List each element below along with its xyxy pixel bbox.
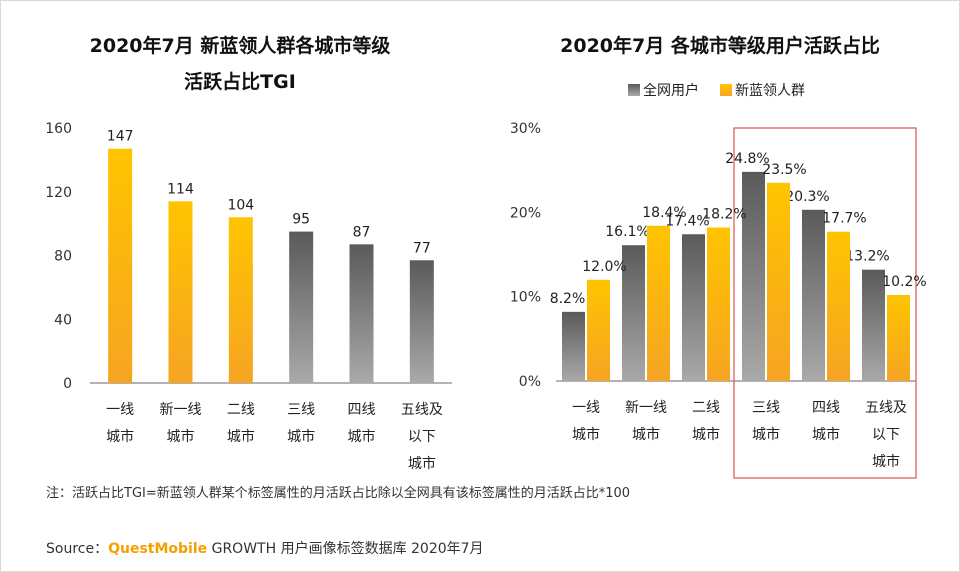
right-chart-title: 2020年7月 各城市等级用户活跃占比 <box>500 28 940 64</box>
left-x-tick-label: 二线 <box>227 402 255 418</box>
right-x-tick-label: 一线 <box>572 400 600 416</box>
left-chart-title-line2: 活跃占比TGI <box>184 71 296 93</box>
left-y-tick-label: 40 <box>54 312 72 328</box>
right-x-tick-label: 城市 <box>872 453 900 470</box>
right-x-tick-label: 新一线 <box>625 400 667 416</box>
left-y-tick-label: 0 <box>63 376 72 392</box>
right-bar-new-bluecollar <box>767 182 790 381</box>
right-x-tick-label: 城市 <box>572 426 600 443</box>
right-bar-value-label: 24.8% <box>725 151 769 167</box>
left-bar-value-label: 77 <box>413 240 431 256</box>
right-y-tick-label: 30% <box>510 121 541 137</box>
right-bar-all-users <box>682 234 705 381</box>
right-bar-value-label: 17.7% <box>822 211 866 227</box>
right-chart-svg: 0% 10% 20% 30% 8.2% 16.1% 17.4% 24.8% 20.3% 13.2%… <box>510 82 927 479</box>
legend-label: 新蓝领人群 <box>735 83 805 99</box>
left-bar-value-label: 87 <box>353 224 371 240</box>
right-bar-new-bluecollar <box>647 225 670 381</box>
right-bar-value-label: 16.1% <box>605 224 649 240</box>
left-bar <box>289 231 314 383</box>
right-x-tick-label: 城市 <box>632 426 660 443</box>
right-x-tick-label: 城市 <box>812 426 840 443</box>
right-x-tick-label: 城市 <box>692 426 720 443</box>
left-x-tick-label: 城市 <box>408 455 436 472</box>
left-chart-title: 2020年7月 新蓝领人群各城市等级 活跃占比TGI <box>40 28 440 100</box>
left-x-tick-label: 以下 <box>408 429 436 445</box>
left-x-tick-label: 三线 <box>287 402 315 418</box>
right-bar-all-users <box>862 269 885 381</box>
right-bar-new-bluecollar <box>587 279 610 381</box>
right-x-tick-label: 城市 <box>752 426 780 443</box>
right-bar-value-label: 17.4% <box>665 213 709 229</box>
right-bar-all-users <box>622 245 645 381</box>
left-bar <box>108 148 133 383</box>
left-bar <box>228 217 253 383</box>
right-y-tick-label: 10% <box>510 290 541 306</box>
left-chart-title-line1: 2020年7月 新蓝领人群各城市等级 <box>89 35 391 57</box>
left-x-tick-label: 城市 <box>287 428 315 445</box>
left-bar <box>409 260 434 383</box>
right-x-tick-label: 以下 <box>872 427 900 443</box>
left-x-tick-label: 一线 <box>106 402 134 418</box>
right-y-tick-label: 0% <box>519 374 541 390</box>
left-x-tick-label: 城市 <box>227 428 255 445</box>
left-bar-value-label: 95 <box>292 212 310 228</box>
highlight-box <box>733 127 917 479</box>
footnote: 注：活跃占比TGI=新蓝领人群某个标签属性的月活跃占比除以全网具有该标签属性的月… <box>46 486 631 501</box>
legend-label: 全网用户 <box>643 82 699 99</box>
left-bar <box>168 201 193 383</box>
source-prefix: Source： <box>46 541 109 557</box>
left-y-tick-label: 160 <box>45 121 72 137</box>
right-x-tick-label: 二线 <box>692 400 720 416</box>
right-bar-all-users <box>802 209 825 381</box>
right-bar-value-label: 23.5% <box>762 162 806 178</box>
left-bar-value-label: 114 <box>167 181 194 197</box>
left-bar <box>349 244 374 383</box>
left-y-tick-label: 120 <box>45 185 72 201</box>
right-bar-all-users <box>742 171 765 381</box>
left-bar-value-label: 104 <box>227 197 254 213</box>
right-bar-value-label: 8.2% <box>550 291 586 307</box>
right-x-tick-label: 四线 <box>812 400 840 416</box>
left-x-tick-label: 四线 <box>348 402 376 418</box>
left-bar-value-label: 147 <box>107 129 134 145</box>
left-x-tick-label: 新一线 <box>160 402 202 418</box>
right-bar-value-label: 10.2% <box>882 274 926 290</box>
left-x-tick-label: 城市 <box>348 428 376 445</box>
legend-swatch <box>720 84 732 96</box>
right-x-tick-label: 三线 <box>752 400 780 416</box>
right-bar-new-bluecollar <box>707 227 730 381</box>
right-bar-value-label: 18.2% <box>702 207 746 223</box>
right-bar-value-label: 13.2% <box>845 249 889 265</box>
right-bar-all-users <box>562 311 585 381</box>
source-rest: GROWTH 用户画像标签数据库 2020年7月 <box>207 541 484 557</box>
right-bar-new-bluecollar <box>887 294 910 381</box>
left-x-tick-label: 五线及 <box>401 402 443 418</box>
legend-swatch <box>628 84 640 96</box>
left-x-tick-label: 城市 <box>106 428 134 445</box>
source-line: Source：QuestMobile GROWTH 用户画像标签数据库 2020… <box>46 538 484 558</box>
right-y-tick-label: 20% <box>510 205 541 221</box>
right-bar-value-label: 18.4% <box>642 205 686 221</box>
left-x-tick-label: 城市 <box>167 428 195 445</box>
right-x-tick-label: 五线及 <box>865 400 907 416</box>
right-bar-new-bluecollar <box>827 231 850 381</box>
right-bar-value-label: 20.3% <box>785 189 829 205</box>
left-y-tick-label: 80 <box>54 249 72 265</box>
source-brand: QuestMobile <box>108 541 208 557</box>
right-bar-value-label: 12.0% <box>582 259 626 275</box>
right-chart-title-text: 2020年7月 各城市等级用户活跃占比 <box>560 35 880 57</box>
